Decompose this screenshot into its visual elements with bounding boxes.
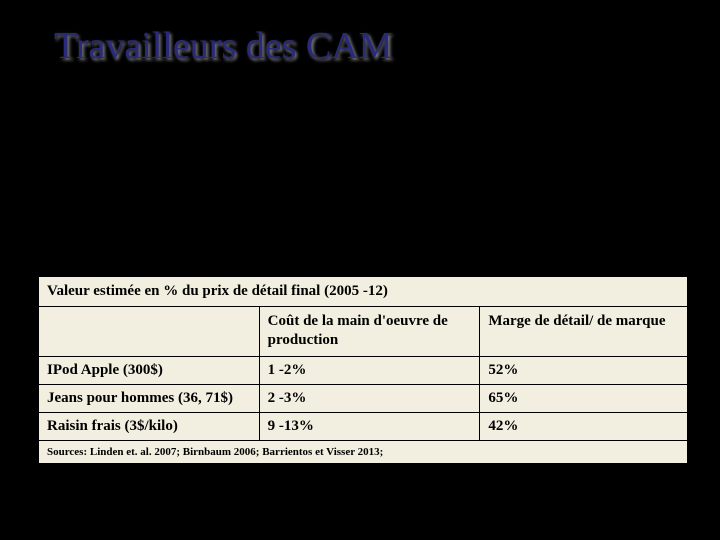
table-header-cell: Marge de détail/ de marque [480,306,688,356]
table-cell: 2 -3% [259,384,480,412]
bullet-ref: (Oxfam 2013) [153,244,233,259]
table-cell: IPod Apple (300$) [39,356,260,384]
table-cell: Raisin frais (3$/kilo) [39,412,260,440]
table-row: IPod Apple (300$) 1 -2% 52% [39,356,688,384]
table-cell: 65% [480,384,688,412]
table-sources-row: Sources: Linden et. al. 2007; Birnbaum 2… [39,440,688,463]
table-cell: Jeans pour hommes (36, 71$) [39,384,260,412]
slide-subtitle: Nombre estimé de travailleurs: [42,84,692,109]
bullet-item: 1, 5 millions de petits producteurs de c… [70,214,692,262]
value-table: Valeur estimée en % du prix de détail fi… [38,276,688,464]
table-cell: 1 -2% [259,356,480,384]
slide-title: Travailleurs des CAM [54,24,692,68]
slide-container: Travailleurs des CAM Nombre estimé de tr… [0,0,720,464]
bullet-item: 43 millions d'emplois dans 3000 zones fr… [70,165,692,213]
table-caption: Valeur estimée en % du prix de détail fi… [39,276,688,306]
table-container: Valeur estimée en % du prix de détail fi… [38,276,688,464]
bullet-ref: (Hales et Wills 2004) [88,145,207,160]
bullet-item: 40 millions d'emplois dans l'habillement… [70,115,692,163]
table-header-row: Coût de la main d'oeuvre de production M… [39,306,688,356]
table-sources: Sources: Linden et. al. 2007; Birnbaum 2… [39,440,688,463]
table-cell: 52% [480,356,688,384]
bullet-list: 40 millions d'emplois dans l'habillement… [70,115,692,262]
bullet-text: 40 millions d'emplois dans l'habillement… [88,116,660,137]
table-header-cell: Coût de la main d'oeuvre de production [259,306,480,356]
table-caption-row: Valeur estimée en % du prix de détail fi… [39,276,688,306]
bullet-text: 43 millions d'emplois dans 3000 zones fr… [88,166,674,211]
table-row: Raisin frais (3$/kilo) 9 -13% 42% [39,412,688,440]
table-cell: 42% [480,412,688,440]
table-row: Jeans pour hommes (36, 71$) 2 -3% 65% [39,384,688,412]
table-cell: 9 -13% [259,412,480,440]
bullet-ref: (OIT 2002; CIF 2011) [214,194,338,209]
table-header-cell [39,306,260,356]
